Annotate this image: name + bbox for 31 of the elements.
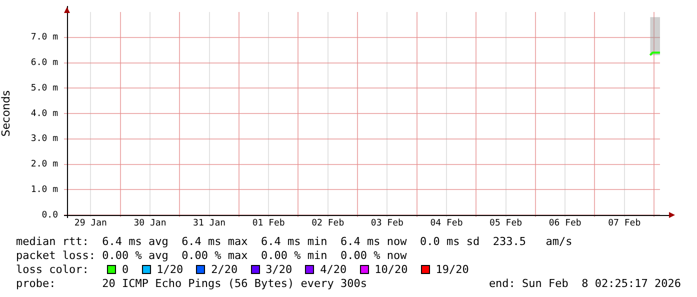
y-tick-label: 1.0 m [30, 184, 58, 195]
y-axis-title: Seconds [0, 90, 12, 137]
y-tick-label: 4.0 m [30, 108, 58, 119]
y-tick-label: 7.0 m [30, 32, 58, 43]
text: end: Sun Feb 8 02:25:17 2026 [488, 277, 681, 290]
x-tick-label: 06 Feb [548, 218, 582, 229]
text: 0 [122, 263, 129, 276]
text: loss color: [16, 263, 89, 276]
x-tick-label: 31 Jan [193, 218, 226, 229]
x-tick-label: 03 Feb [370, 218, 404, 229]
text: packet loss: 0.00 % avg 0.00 % max 0.00 % min 0.00 % now [16, 249, 407, 262]
text: 2/20 [211, 263, 238, 276]
y-tick-label: 2.0 m [30, 160, 58, 170]
y-tick-label: 3.0 m [30, 134, 58, 144]
text: 3/20 [266, 263, 292, 276]
x-tick-label: 04 Feb [430, 218, 463, 229]
x-tick-label: 02 Feb [312, 218, 344, 229]
text: 4/20 [320, 263, 347, 276]
text: 19/20 [436, 263, 469, 276]
text: median rtt: 6.4 ms avg 6.4 ms max 6.4 ms min 6.4 ms now 0.0 ms sd 233.5 am/s [16, 235, 572, 248]
x-tick-label: 07 Feb [608, 218, 641, 229]
y-tick-label: 0.0 [42, 210, 58, 220]
x-tick-label: 01 Feb [252, 218, 285, 229]
text: probe: 20 ICMP Echo Pings (56 Bytes) every 300s [16, 277, 367, 290]
x-tick-label: 30 Jan [134, 218, 166, 229]
text: 10/20 [374, 263, 408, 276]
y-tick-label: 5.0 m [30, 83, 58, 94]
y-tick-label: 6.0 m [30, 58, 58, 68]
text: 1/20 [156, 263, 184, 276]
x-tick-label: 29 Jan [74, 218, 107, 229]
x-tick-label: 05 Feb [490, 218, 522, 229]
